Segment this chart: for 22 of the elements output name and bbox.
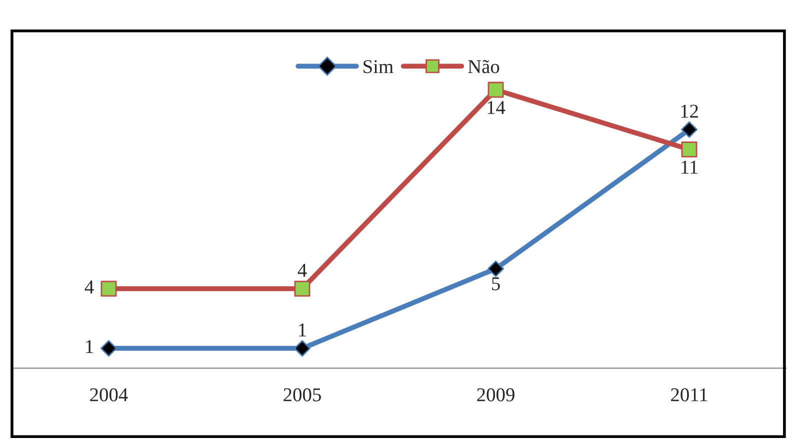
point (488, 82, 504, 98)
data-label: 11 (682, 160, 698, 174)
legend-label: Não (468, 60, 500, 74)
data-label: 5 (492, 277, 500, 290)
x-tick-label: 2011 (671, 388, 708, 402)
data-label: 14 (488, 101, 506, 114)
point (680, 121, 698, 138)
data-label: 4 (84, 280, 94, 294)
data-label: 12 (681, 104, 698, 118)
point (681, 141, 698, 158)
point (294, 280, 310, 297)
x-tick-label: 2004 (90, 388, 128, 402)
x-tick-label: 2005 (284, 388, 321, 402)
point (294, 340, 311, 357)
x-tick-label: 2009 (477, 388, 514, 402)
data-label: 1 (86, 340, 93, 354)
data-label: 1 (299, 324, 306, 336)
point (487, 260, 504, 278)
legend-label: Sim (364, 60, 394, 74)
point (100, 280, 117, 297)
data-label: 4 (298, 264, 307, 277)
point (100, 340, 118, 357)
